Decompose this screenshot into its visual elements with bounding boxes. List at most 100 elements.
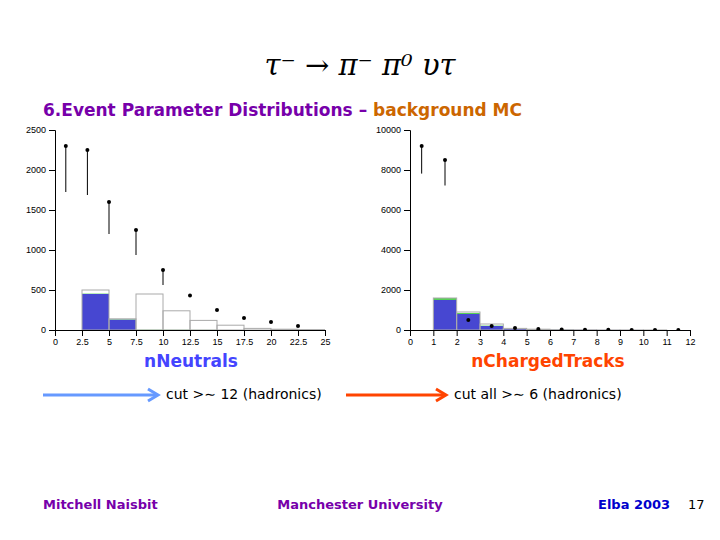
tick: 0 bbox=[396, 325, 410, 335]
axis-line bbox=[404, 131, 411, 331]
tick-label: 8000 bbox=[381, 165, 401, 175]
tick-label: 15 bbox=[212, 337, 222, 347]
tick-mark bbox=[597, 330, 598, 336]
error-bar bbox=[65, 146, 66, 192]
point bbox=[420, 144, 424, 148]
point bbox=[536, 327, 540, 330]
arrow-head bbox=[436, 389, 446, 401]
tick-mark bbox=[49, 330, 55, 331]
bar bbox=[271, 330, 298, 331]
tick-label: 17.5 bbox=[236, 337, 254, 347]
tick-label: 8 bbox=[595, 337, 600, 347]
tick: 22.5 bbox=[290, 330, 308, 347]
tick-mark bbox=[620, 330, 621, 336]
outline-bar bbox=[163, 311, 190, 330]
annotation: Mitchell Naisbit bbox=[43, 497, 158, 512]
tick-mark bbox=[271, 330, 272, 336]
tick: 12 bbox=[685, 330, 695, 347]
page: 02.557.51012.51517.52022.525050010001500… bbox=[0, 0, 720, 540]
tick: 5 bbox=[525, 330, 530, 347]
tick-mark bbox=[433, 330, 434, 336]
y-axis: 05001000150020002500 bbox=[26, 125, 56, 335]
tick-label: 500 bbox=[31, 285, 46, 295]
annotation-text: cut >∼ 12 (hadronics) bbox=[166, 386, 322, 402]
panel-title: nChargedTracks bbox=[471, 351, 625, 371]
annotation: cut >∼ 12 (hadronics) bbox=[166, 386, 322, 402]
tick: 0 bbox=[53, 330, 58, 347]
bar bbox=[271, 330, 298, 331]
tick-label: 12 bbox=[685, 337, 695, 347]
point bbox=[188, 294, 192, 298]
outline-bar bbox=[136, 294, 163, 330]
x-axis: 02.557.51012.51517.52022.525 bbox=[53, 330, 331, 347]
point bbox=[560, 327, 564, 330]
error-bar bbox=[445, 160, 446, 186]
bar bbox=[55, 330, 82, 331]
point bbox=[161, 268, 165, 272]
tick-mark bbox=[404, 130, 410, 131]
annotation: Elba 2003 bbox=[598, 497, 670, 512]
tick: 1000 bbox=[26, 245, 55, 255]
tick-label: 2000 bbox=[381, 285, 401, 295]
tick-label: 4000 bbox=[381, 245, 401, 255]
tick-label: 6 bbox=[548, 337, 553, 347]
axis-line bbox=[49, 131, 56, 331]
tick-label: 7.5 bbox=[130, 337, 143, 347]
tick-label: 2 bbox=[455, 337, 460, 347]
tick-mark bbox=[217, 330, 218, 336]
tick-mark bbox=[325, 330, 326, 336]
tick-mark bbox=[404, 250, 410, 251]
tick-label: 1500 bbox=[26, 205, 46, 215]
annotation-text: Mitchell Naisbit bbox=[43, 497, 158, 512]
tick-mark bbox=[49, 290, 55, 291]
tick-label: 1000 bbox=[26, 245, 46, 255]
annotation: Manchester University bbox=[277, 497, 443, 512]
annotation-text: background MC bbox=[373, 100, 522, 120]
point bbox=[630, 328, 634, 330]
outline-bar bbox=[480, 324, 503, 330]
tick-label: 0 bbox=[396, 325, 401, 335]
error-bar bbox=[87, 150, 88, 195]
x-axis: 0123456789101112 bbox=[408, 330, 696, 347]
bar bbox=[433, 300, 456, 330]
tick: 2500 bbox=[26, 125, 55, 135]
panel: 01234567891011120200040006000800010000 bbox=[376, 125, 696, 347]
tick-label: 10 bbox=[158, 337, 168, 347]
tick-mark bbox=[190, 330, 191, 336]
tick: 7 bbox=[571, 330, 576, 347]
panel-title: nNeutrals bbox=[144, 351, 238, 371]
outline-bar bbox=[457, 312, 480, 330]
plot-area bbox=[420, 144, 681, 330]
outline-bar bbox=[298, 329, 325, 330]
tick: 6 bbox=[548, 330, 553, 347]
bar bbox=[410, 330, 433, 331]
tick-label: 10 bbox=[639, 337, 649, 347]
axis-line bbox=[56, 331, 326, 337]
tick: 17.5 bbox=[236, 330, 254, 347]
bar bbox=[298, 330, 325, 331]
tick-mark bbox=[573, 330, 574, 336]
annotation: 17 bbox=[688, 497, 705, 512]
tick-mark bbox=[690, 330, 691, 336]
annotation-text: cut all >∼ 6 (hadronics) bbox=[454, 386, 622, 402]
arrow-shaft bbox=[43, 394, 157, 397]
outline-bar bbox=[82, 290, 109, 330]
arrow bbox=[346, 389, 446, 401]
tick: 25 bbox=[320, 330, 330, 347]
tick-mark bbox=[163, 330, 164, 336]
bar bbox=[457, 314, 480, 330]
tick: 20 bbox=[266, 330, 276, 347]
outline-bar bbox=[244, 328, 271, 330]
point bbox=[583, 328, 587, 330]
error-bar bbox=[136, 230, 137, 255]
tick-label: 25 bbox=[320, 337, 330, 347]
bar bbox=[298, 330, 325, 331]
tick-label: 9 bbox=[618, 337, 623, 347]
bar bbox=[457, 313, 480, 314]
tick-label: 0 bbox=[41, 325, 46, 335]
tick-mark bbox=[404, 170, 410, 171]
error-bar bbox=[421, 146, 422, 174]
tick: 9 bbox=[618, 330, 623, 347]
bar bbox=[410, 330, 433, 331]
point bbox=[64, 144, 68, 148]
